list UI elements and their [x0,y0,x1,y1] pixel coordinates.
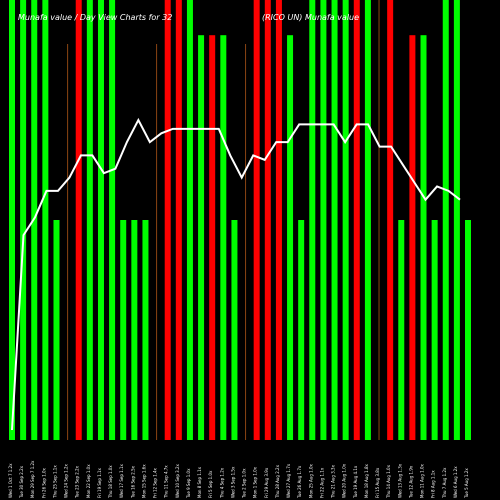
volume-bar [331,0,338,440]
x-tick-label: Mon 25 Aug 1.0x [308,463,313,498]
x-tick-label: Wed 27 Aug 1.7x [286,463,291,498]
volume-bar [264,0,271,440]
volume-bar [109,0,116,440]
volume-bar [86,0,93,440]
volume-bar [364,0,371,440]
x-tick-label: Thu 18 Sep 1.0x [108,465,113,499]
x-tick-label: Wed 10 Sep 3.2x [175,463,180,498]
volume-bar [186,0,193,440]
x-tick-label: Thu 21 Aug 3.3x [331,464,336,499]
x-tick-label: Mon 11 Aug 1.0x [420,463,425,498]
x-tick-label: Fri 26 Sep 1.0x [41,467,46,498]
x-tick-label: Tue 12 Aug 1.9x [408,465,413,499]
volume-bar [253,0,260,440]
x-tick-label: Wed 17 Sep 1.1x [119,463,124,498]
x-tick-label: Mon 1 Sep 1.0x [253,466,258,498]
x-tick-label: Tue 23 Sep 2.2x [75,465,80,499]
x-tick-label: Fri 19 Sep 1.1x [97,467,102,498]
volume-bar [75,0,82,440]
x-tick-label: Wed 24 Sep 1.2x [64,463,69,498]
x-tick-label: Mon 8 Sep 1.1x [197,466,202,498]
volume-bar [97,0,104,440]
x-tick-label: Fri 15 Aug 3.8x [375,467,380,498]
x-tick-label: Fri 29 Aug 3.9x [264,467,269,498]
volume-bar [245,44,247,440]
x-tick-label: Wed 3 Sep 1.5x [230,466,235,498]
volume-bar [287,35,294,440]
x-tick-label: Tue 26 Aug 1.7x [297,465,302,499]
x-tick-label: Mon 18 Aug 1.8x [364,463,369,498]
volume-bar [53,220,60,440]
volume-bar [442,0,449,440]
x-tick-labels: Wed 1 Oct 7 1.2x Tue 30 Sep 2.2x Mon 29 Se… [8,460,469,499]
volume-bar [20,0,27,440]
x-tick-label: Thu 25 Sep 1.1x [52,465,57,499]
x-tick-label: Tue 30 Sep 2.2x [19,465,24,499]
x-tick-label: Thu 14 Aug 1.0x [386,464,391,499]
x-tick-label: Wed 1 Oct 7 1.2x [8,463,13,498]
volume-bar [409,35,416,440]
volume-bar [420,35,427,440]
x-tick-label: Tue 16 Sep 2.5x [130,465,135,499]
volume-bar [131,220,138,440]
volume-bar [275,0,282,440]
x-tick-label: Thu 28 Aug 2.2x [275,464,280,499]
volume-bar [298,220,305,440]
x-tick-label: Fri 22 Aug 1.1x [319,467,324,498]
x-tick-label: Mon 29 Sep 7 1.2x [30,460,35,498]
volume-bar [398,220,405,440]
x-tick-label: Tue 2 Sep 1.0x [242,468,247,499]
volume-bar [231,220,238,440]
volume-bar [42,0,49,440]
x-tick-label: Fri 8 Aug 1.1x [431,470,436,498]
volume-bar [453,0,460,440]
volume-bar [198,35,205,440]
x-tick-label: Wed 6 Aug 1.2x [453,466,458,498]
volume-bar [342,0,349,440]
line-group [11,117,461,431]
volume-bar [175,0,182,440]
chart-title-right: (RICO UN) Munafa value [262,13,359,22]
x-tick-label: Fri 5 Sep 1.0x [208,470,213,498]
price-line [11,117,461,431]
x-tick-label: Thu 7 Aug 1.2x [442,467,447,499]
x-tick-label: Mon 22 Sep 1.0x [86,464,91,498]
volume-bar [465,220,471,440]
chart-title-left: Munafa value / Day View Charts for 32 [18,13,172,22]
volume-bar [431,220,438,440]
volume-bar [9,0,15,440]
volume-bar [67,44,69,440]
volume-bar [320,0,327,440]
x-tick-label: Tue 19 Aug 4.1x [353,465,358,499]
x-tick-label: Mon 15 Sep 1.6x [141,464,146,498]
volume-bar [209,35,216,440]
x-tick-label: Tue 5 Aug 1.2x [464,468,469,499]
x-tick-label: Wed 20 Aug 1.0x [342,463,347,498]
volume-bar [164,0,171,440]
volume-bar [142,220,149,440]
x-tick-label: Fri 12 Sep 1.4x [153,467,158,498]
volume-bar [156,44,158,440]
bars-group [9,0,471,440]
volume-bar [387,0,394,440]
x-tick-label: Thu 11 Sep 4.7x [164,465,169,499]
x-tick-label: Thu 4 Sep 1.2x [219,467,224,499]
volume-bar [220,35,227,440]
volume-bar [378,0,380,440]
volume-bar [309,0,316,440]
volume-bar [120,220,127,440]
x-tick-label: Wed 13 Aug 1.3x [397,463,402,498]
x-tick-label: Tue 9 Sep 1.0x [186,468,191,499]
volume-bar [353,0,360,440]
